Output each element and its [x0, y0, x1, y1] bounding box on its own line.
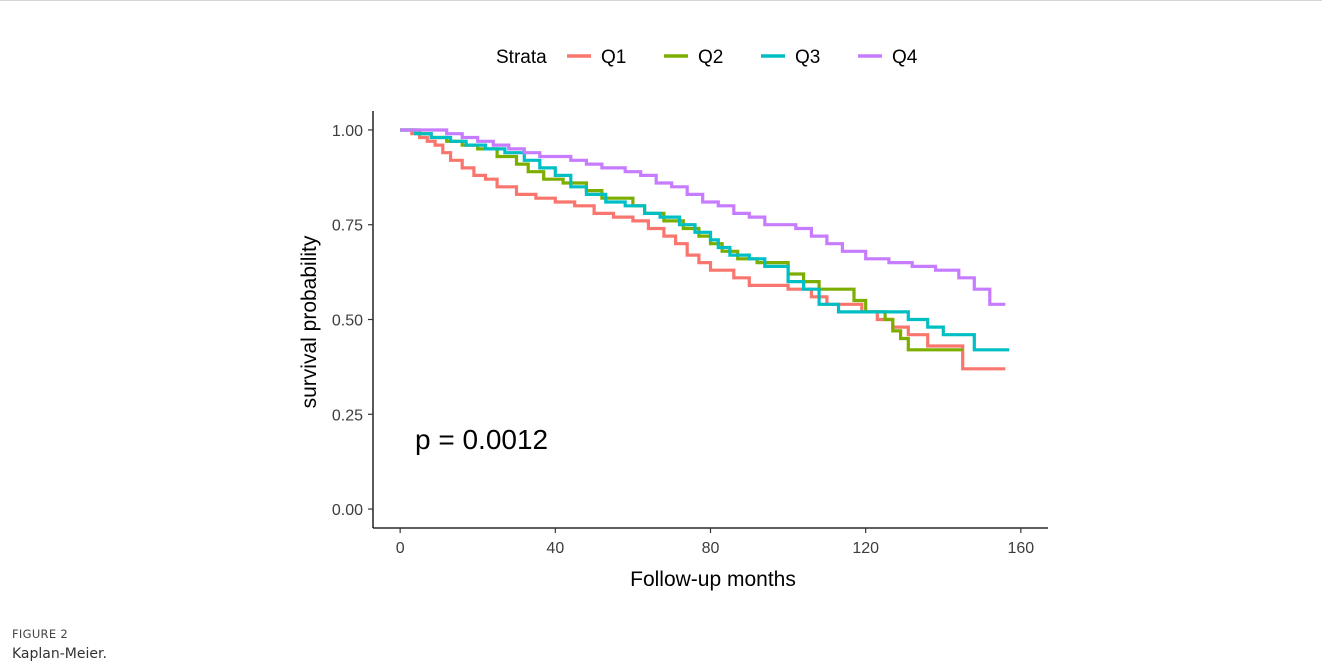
legend-label-q2: Q2: [698, 47, 723, 68]
x-tick-label: 160: [1007, 540, 1034, 557]
x-tick-label: 120: [852, 540, 879, 557]
kaplan-meier-chart: Strata Q1 Q2 Q3 Q4 0.00 0.25 0.50 0.75 1.00 0 40…: [0, 1, 1322, 621]
legend-label-q4: Q4: [892, 47, 918, 68]
y-tick-label: 1.00: [332, 123, 363, 140]
legend-label-q1: Q1: [601, 47, 626, 68]
y-tick-label: 0.50: [332, 313, 363, 330]
x-tick-label: 40: [546, 540, 564, 557]
x-axis-title: Follow-up months: [630, 568, 796, 591]
y-tick-label: 0.75: [332, 218, 363, 235]
p-value-annotation: p = 0.0012: [415, 424, 548, 455]
series-line-q1: [400, 130, 1005, 369]
series-line-q4: [400, 130, 1005, 304]
figure-caption: Kaplan-Meier.: [12, 646, 107, 662]
x-tick-label: 80: [702, 540, 720, 557]
x-tick-label: 0: [396, 540, 405, 557]
y-tick-label: 0.00: [332, 502, 363, 519]
legend: Strata Q1 Q2 Q3 Q4: [496, 47, 918, 68]
plot-area: 0.00 0.25 0.50 0.75 1.00 0 40 80 120 160: [332, 111, 1048, 557]
legend-title: Strata: [496, 47, 547, 68]
series-line-q3: [400, 130, 1009, 350]
y-tick-label: 0.25: [332, 407, 363, 424]
y-axis-title: survival probability: [298, 235, 321, 408]
legend-label-q3: Q3: [795, 47, 820, 68]
figure-label: FIGURE 2: [12, 627, 68, 641]
